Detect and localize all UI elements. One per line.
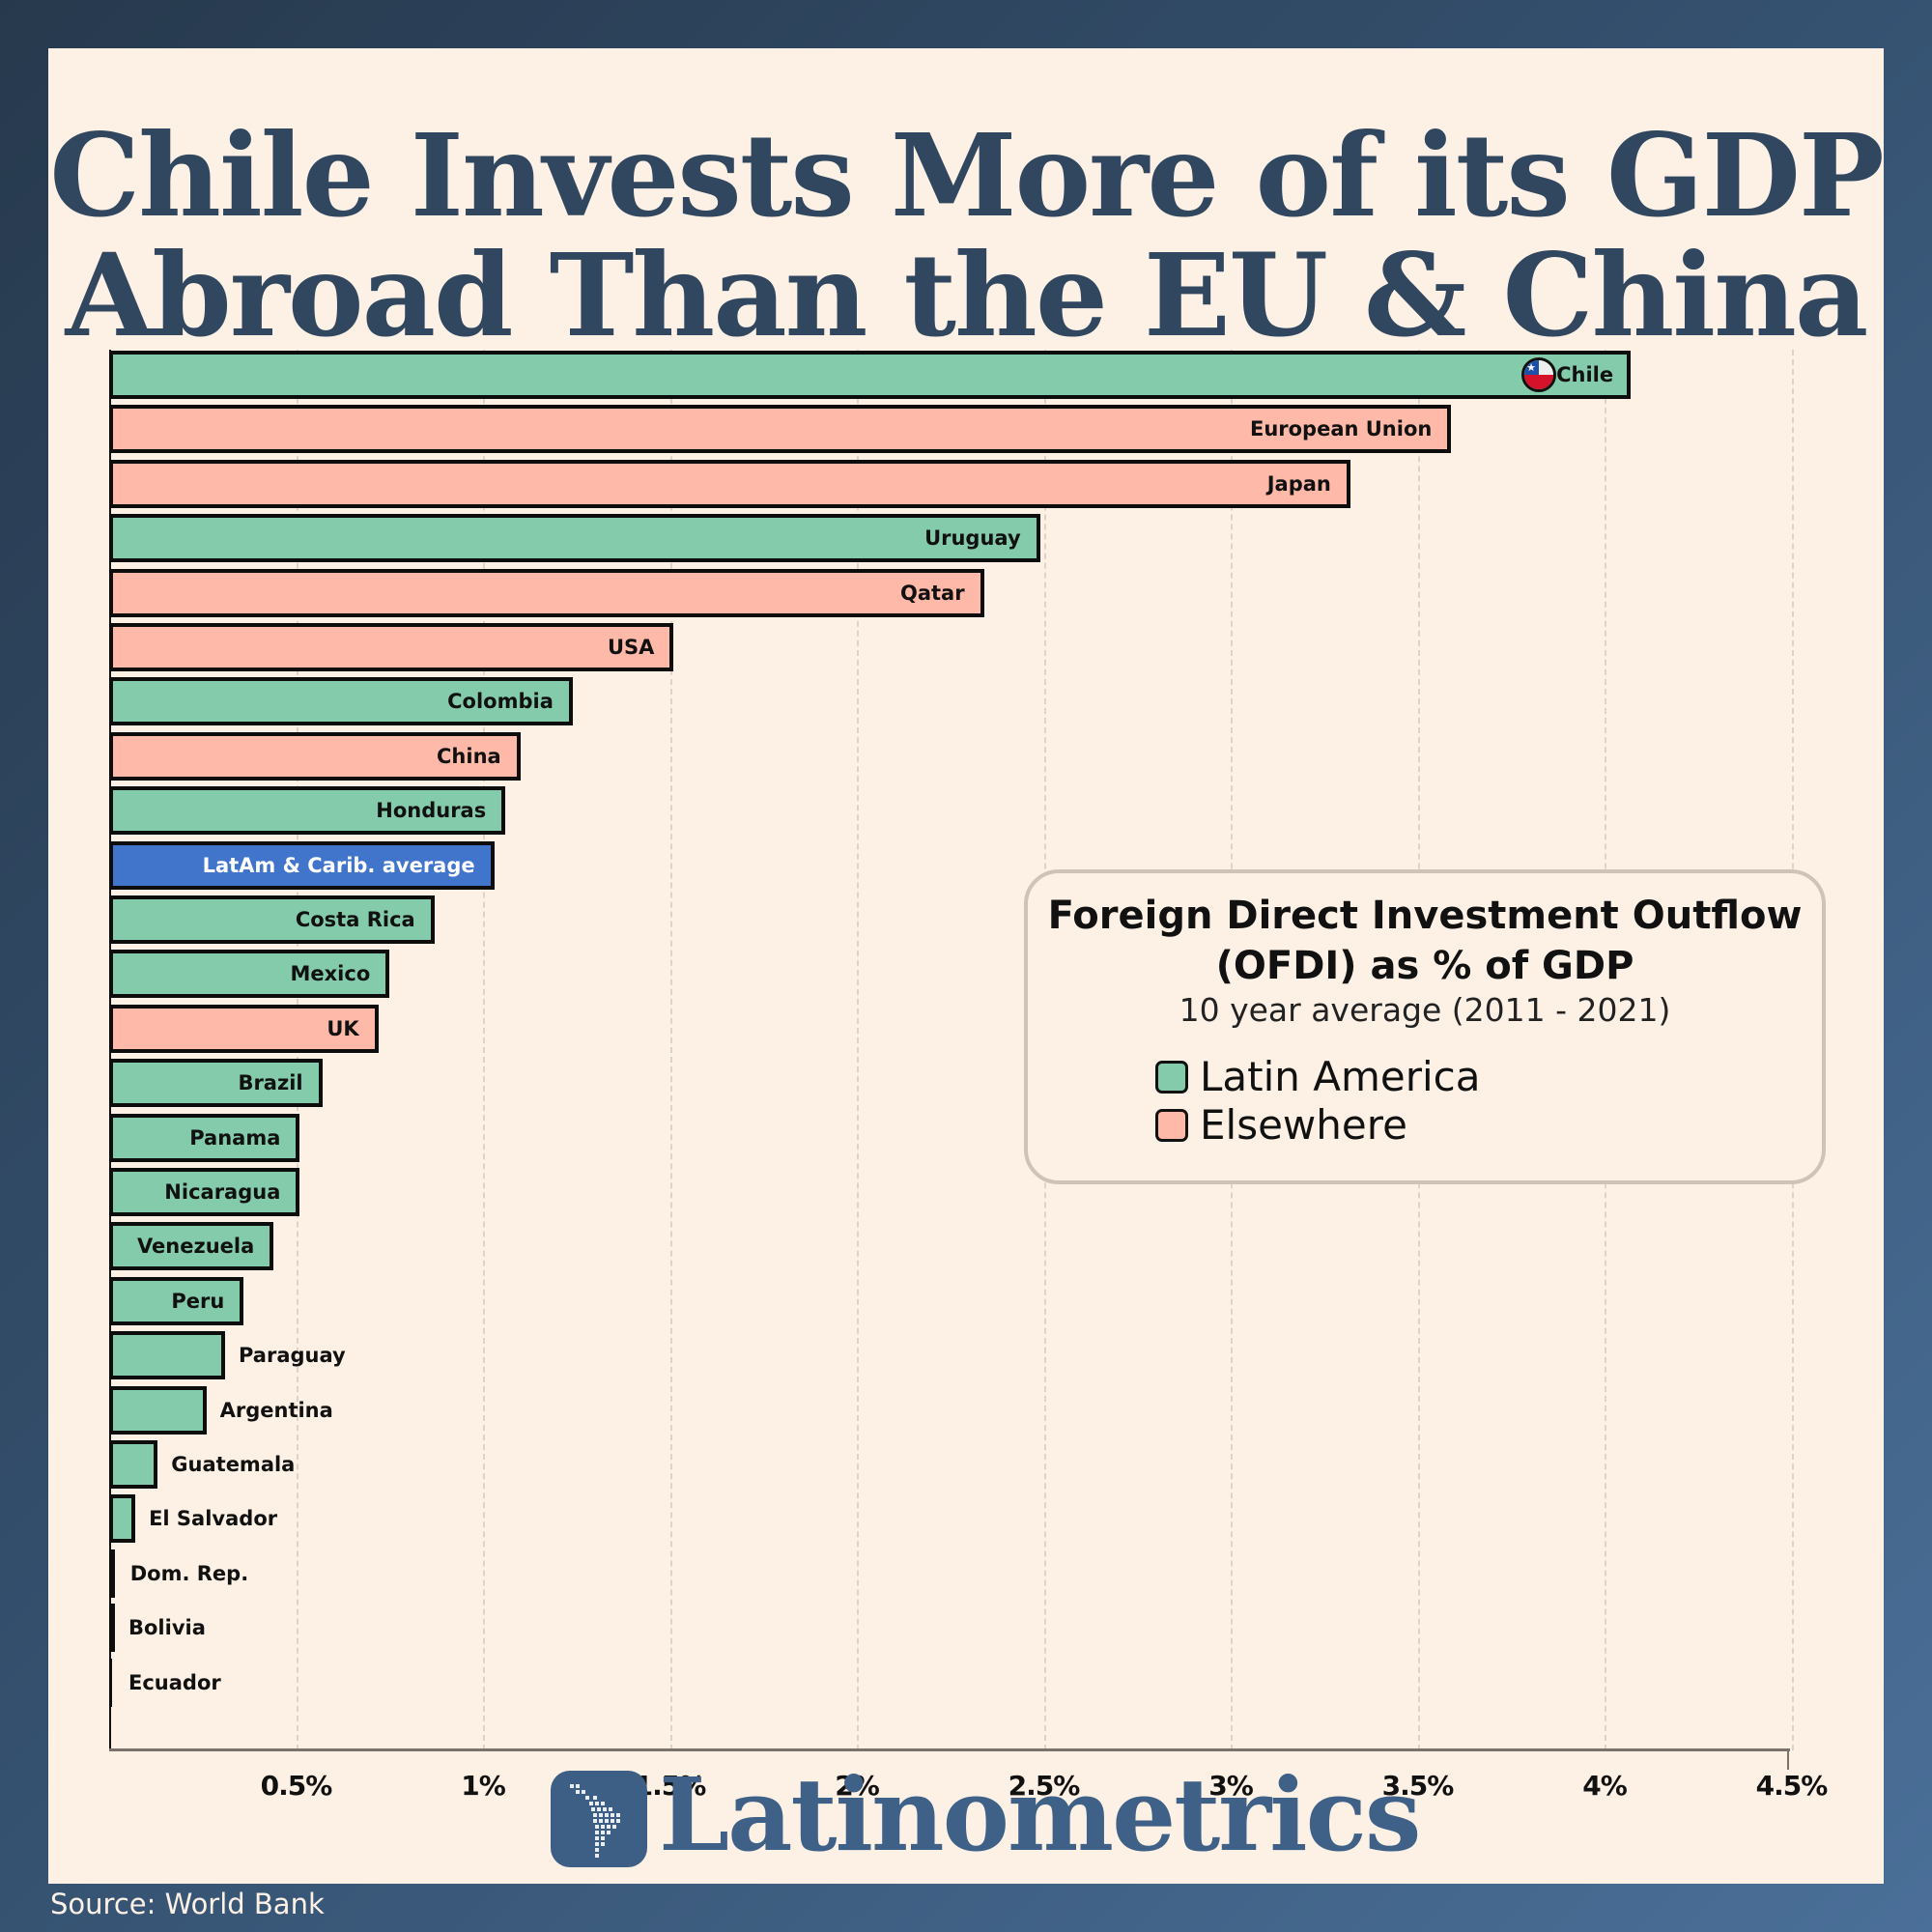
legend-title: Foreign Direct Investment Outflow (OFDI)… xyxy=(1028,891,1822,991)
latinometrics-logo: Latinometrics xyxy=(551,1757,1421,1873)
bar-mexico xyxy=(109,950,390,999)
bar-nicaragua xyxy=(109,1168,300,1216)
bar-colombia xyxy=(109,677,573,726)
bar-label: Japan xyxy=(1266,471,1331,496)
bar-label: Dom. Rep. xyxy=(129,1561,249,1585)
bar-label: Ecuador xyxy=(128,1670,221,1694)
logo-wordmark: Latinometrics xyxy=(659,1755,1421,1874)
gridline xyxy=(857,350,859,1750)
bar-qatar xyxy=(109,568,984,617)
bar-label: Uruguay xyxy=(924,526,1021,551)
bar-paraguay xyxy=(109,1331,225,1380)
legend-item-latin-america: Latin America xyxy=(1155,1053,1481,1100)
bar-label: Paraguay xyxy=(238,1344,346,1368)
legend-title-line-1: Foreign Direct Investment Outflow xyxy=(1047,894,1803,938)
legend-label: Elsewhere xyxy=(1200,1101,1407,1149)
bar-brazil xyxy=(109,1059,323,1108)
bar-label: USA xyxy=(607,636,655,659)
x-tick-label: 0.5% xyxy=(260,1770,333,1802)
bar-argentina xyxy=(109,1385,207,1435)
bar-latam-carib-average xyxy=(109,840,495,890)
bar-label: Colombia xyxy=(447,690,554,714)
gridline xyxy=(483,350,485,1750)
bar-label: China xyxy=(437,744,501,768)
legend-item-elsewhere: Elsewhere xyxy=(1155,1101,1407,1149)
legend-title-line-2: (OFDI) as % of GDP xyxy=(1215,944,1634,988)
bar-guatemala xyxy=(109,1440,158,1489)
bar-el-salvador xyxy=(109,1494,136,1544)
x-tick-label: 2.5% xyxy=(1008,1770,1081,1802)
bar-bolivia xyxy=(109,1604,115,1653)
x-axis-line xyxy=(109,1748,1790,1751)
legend-swatch-salmon xyxy=(1155,1109,1188,1142)
bar-ecuador xyxy=(109,1658,112,1707)
bar-label: Chile xyxy=(1556,363,1614,386)
chart-title: Chile Invests More of its GDP Abroad Tha… xyxy=(48,116,1884,355)
gridline xyxy=(669,350,672,1750)
latin-america-map-icon xyxy=(551,1771,647,1867)
bar-venezuela xyxy=(109,1222,274,1271)
legend-label: Latin America xyxy=(1200,1053,1481,1100)
x-tick-label: 3% xyxy=(1208,1770,1254,1802)
bar-label: Brazil xyxy=(238,1071,303,1095)
title-line-2: Abroad Than the EU & China xyxy=(65,228,1869,362)
bar-label: Panama xyxy=(189,1125,281,1150)
bar-label: Costa Rica xyxy=(295,908,415,931)
bar-china xyxy=(109,731,521,781)
bar-uk xyxy=(109,1004,379,1053)
title-line-1: Chile Invests More of its GDP xyxy=(49,108,1884,242)
bar-label: El Salvador xyxy=(149,1507,278,1531)
infographic-panel: Chile Invests More of its GDP Abroad Tha… xyxy=(48,48,1885,1884)
legend-subtitle: 10 year average (2011 - 2021) xyxy=(1179,991,1671,1029)
bar-panama xyxy=(109,1113,300,1162)
bar-european-union xyxy=(109,405,1452,454)
source-note: Source: World Bank xyxy=(50,1888,325,1920)
x-tick-label: 4.5% xyxy=(1755,1770,1829,1802)
bar-label: Argentina xyxy=(219,1398,333,1422)
x-tick-label: 3.5% xyxy=(1381,1770,1455,1802)
bar-label: Venezuela xyxy=(136,1235,255,1259)
legend-box: Foreign Direct Investment Outflow (OFDI)… xyxy=(1024,869,1826,1184)
bar-label: Guatemala xyxy=(171,1453,296,1476)
bar-label: European Union xyxy=(1249,417,1433,441)
bar-chart: 0.5% 1% 1.5% 2% 2.5% 3% 3.5% 4% 4.5% Chile ★ Europe… xyxy=(109,350,1828,1802)
bar-label: Peru xyxy=(171,1289,225,1313)
bar-honduras xyxy=(109,786,506,836)
chile-flag-icon: ★ xyxy=(1521,357,1557,392)
x-tick-label: 1% xyxy=(461,1770,506,1802)
bar-label: Mexico xyxy=(290,962,371,986)
x-axis-end-tick xyxy=(1787,1748,1789,1770)
bar-label: Qatar xyxy=(900,581,965,605)
bar-chile xyxy=(109,351,1632,399)
bar-peru xyxy=(109,1276,244,1325)
bar-dom-rep xyxy=(109,1548,115,1598)
bar-label: LatAm & Carib. average xyxy=(202,853,475,877)
bar-costa-rica xyxy=(109,895,435,944)
x-tick-label: 4% xyxy=(1582,1770,1628,1802)
bar-usa xyxy=(109,623,674,671)
bar-label: Bolivia xyxy=(128,1616,206,1640)
x-tick-label: 2% xyxy=(835,1770,880,1802)
bar-uruguay xyxy=(109,514,1040,563)
bar-label: UK xyxy=(327,1016,359,1040)
bar-label: Nicaragua xyxy=(164,1180,281,1204)
bar-japan xyxy=(109,459,1350,508)
bar-label: Honduras xyxy=(376,799,487,823)
legend-swatch-green xyxy=(1155,1061,1188,1094)
